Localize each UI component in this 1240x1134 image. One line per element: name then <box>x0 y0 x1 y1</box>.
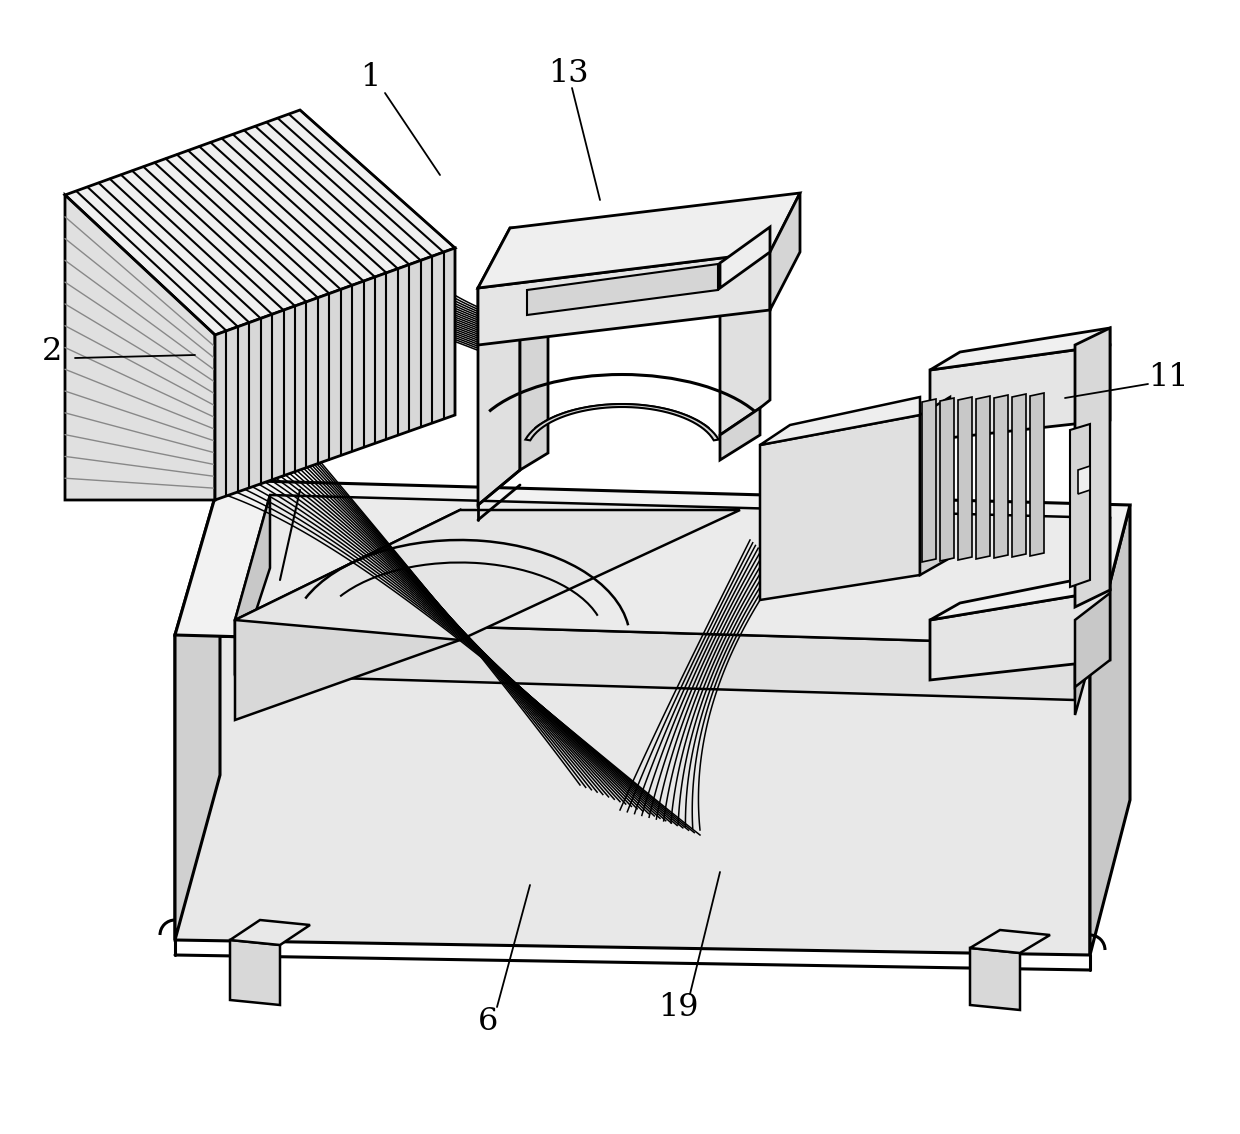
Polygon shape <box>64 195 215 500</box>
Polygon shape <box>930 328 1110 370</box>
Polygon shape <box>526 404 719 440</box>
Polygon shape <box>477 228 548 288</box>
Polygon shape <box>770 193 800 310</box>
Polygon shape <box>477 193 800 288</box>
Polygon shape <box>930 573 1110 620</box>
Polygon shape <box>527 264 718 315</box>
Text: 11: 11 <box>1148 363 1188 393</box>
Polygon shape <box>236 510 740 640</box>
Polygon shape <box>1070 424 1090 587</box>
Polygon shape <box>175 480 1130 660</box>
Polygon shape <box>994 395 1008 558</box>
Text: 19: 19 <box>657 992 698 1024</box>
Polygon shape <box>930 590 1110 680</box>
Polygon shape <box>1012 393 1025 557</box>
Polygon shape <box>175 480 219 940</box>
Polygon shape <box>976 396 990 559</box>
Polygon shape <box>215 248 455 500</box>
Polygon shape <box>760 415 920 600</box>
Text: 6: 6 <box>477 1007 498 1038</box>
Text: 13: 13 <box>548 58 588 88</box>
Polygon shape <box>1075 518 1110 716</box>
Polygon shape <box>229 940 280 1005</box>
Text: 2: 2 <box>42 337 62 367</box>
Polygon shape <box>959 397 972 560</box>
Polygon shape <box>175 635 1090 955</box>
Text: 1: 1 <box>360 62 381 93</box>
Polygon shape <box>970 948 1021 1010</box>
Polygon shape <box>477 252 770 345</box>
Polygon shape <box>236 496 270 675</box>
Polygon shape <box>1030 393 1044 556</box>
Polygon shape <box>930 345 1110 440</box>
Polygon shape <box>760 397 920 445</box>
Polygon shape <box>229 920 310 945</box>
Polygon shape <box>720 227 770 288</box>
Polygon shape <box>1090 505 1130 955</box>
Polygon shape <box>920 397 950 575</box>
Polygon shape <box>1075 593 1110 687</box>
Polygon shape <box>520 228 548 469</box>
Polygon shape <box>236 620 1075 700</box>
Polygon shape <box>64 110 455 335</box>
Polygon shape <box>923 399 936 562</box>
Polygon shape <box>1078 466 1090 494</box>
Polygon shape <box>940 398 954 561</box>
Polygon shape <box>720 408 760 460</box>
Polygon shape <box>477 249 520 505</box>
Polygon shape <box>236 496 1110 645</box>
Polygon shape <box>236 510 460 720</box>
Polygon shape <box>720 252 770 435</box>
Polygon shape <box>970 930 1050 953</box>
Polygon shape <box>1075 328 1110 607</box>
